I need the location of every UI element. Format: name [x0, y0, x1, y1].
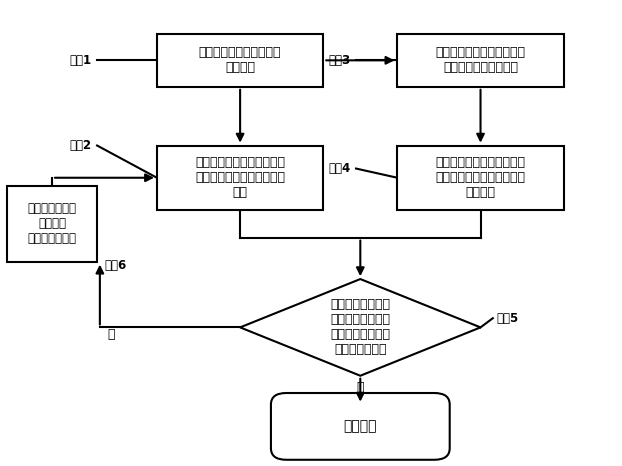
- Text: 建立飞机舱体的三维几何
电磁模型: 建立飞机舱体的三维几何 电磁模型: [199, 46, 281, 75]
- Text: 仿真得到的场强值
和测试得到的场强
值之间的误差是否
小于等于阈值？: 仿真得到的场强值 和测试得到的场强 值之间的误差是否 小于等于阈值？: [330, 298, 391, 356]
- Text: 是: 是: [356, 381, 364, 394]
- FancyBboxPatch shape: [397, 34, 564, 87]
- FancyBboxPatch shape: [157, 145, 323, 210]
- Text: 步骤3: 步骤3: [328, 54, 350, 67]
- Text: 步骤6: 步骤6: [104, 259, 127, 272]
- Text: 否: 否: [107, 328, 114, 341]
- FancyBboxPatch shape: [157, 34, 323, 87]
- Text: 利用发射天线模拟外部高强
辐射场，测试飞机舱体内部
的场强值: 利用发射天线模拟外部高强 辐射场，测试飞机舱体内部 的场强值: [435, 156, 526, 199]
- Text: 调整飞机舱体的
三维几何
电磁模型的参数: 调整飞机舱体的 三维几何 电磁模型的参数: [27, 202, 77, 245]
- Text: 步骤2: 步骤2: [70, 139, 91, 152]
- Text: 步骤4: 步骤4: [328, 162, 351, 175]
- Polygon shape: [240, 279, 481, 376]
- Text: 步骤5: 步骤5: [496, 312, 518, 325]
- Text: 搭建包含飞机舱体在内的高
强辐射场扫描试验系统: 搭建包含飞机舱体在内的高 强辐射场扫描试验系统: [435, 46, 526, 75]
- Text: 步骤1: 步骤1: [70, 54, 91, 67]
- FancyBboxPatch shape: [271, 393, 450, 460]
- FancyBboxPatch shape: [7, 186, 97, 262]
- Text: 通过校验: 通过校验: [343, 419, 377, 433]
- Text: 设置高强辐射场外部照射条
件，仿真计算舱体内部的场
强值: 设置高强辐射场外部照射条 件，仿真计算舱体内部的场 强值: [195, 156, 285, 199]
- FancyBboxPatch shape: [397, 145, 564, 210]
